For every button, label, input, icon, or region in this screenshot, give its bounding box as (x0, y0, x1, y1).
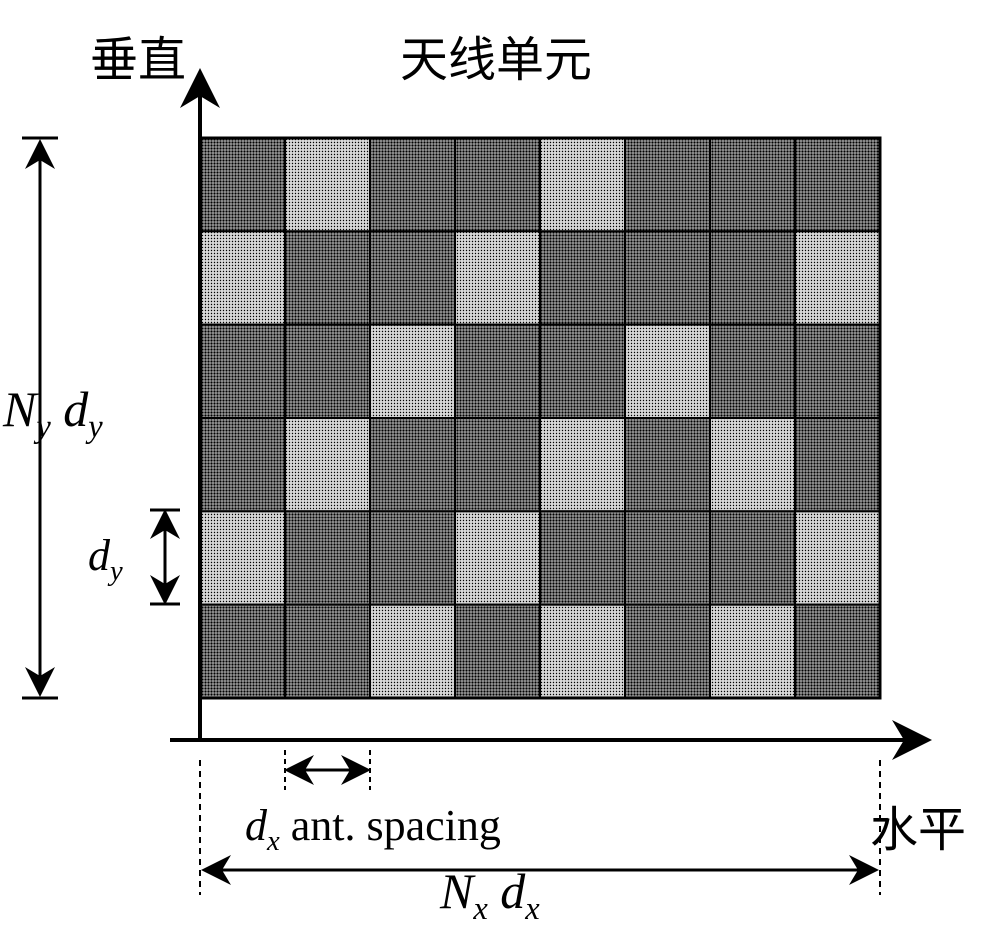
horizontal-axis-label: 水平 (870, 790, 966, 860)
grid-cell (455, 325, 540, 418)
grid-cell (710, 325, 795, 418)
grid-cell (625, 138, 710, 231)
grid-cell (455, 231, 540, 324)
grid-cell (710, 605, 795, 698)
grid-cell (370, 325, 455, 418)
grid-cell (540, 511, 625, 604)
grid-cell (710, 138, 795, 231)
grid-cell (625, 511, 710, 604)
grid-cell (285, 418, 370, 511)
grid-cell (200, 511, 285, 604)
grid-cell (285, 605, 370, 698)
grid-cell (540, 231, 625, 324)
ny-dy-label: Ny dy (3, 380, 103, 446)
grid-cell (455, 418, 540, 511)
grid-cell (200, 605, 285, 698)
grid-cell (370, 511, 455, 604)
diagram-container: { "labels": { "vertical_axis_cn": "垂直", … (0, 0, 987, 943)
grid-cell (285, 325, 370, 418)
grid-cell (285, 231, 370, 324)
dx-spacing-label: dx ant. spacing (245, 800, 501, 858)
grid-cell (540, 418, 625, 511)
grid-cell (370, 138, 455, 231)
grid-cell (540, 605, 625, 698)
grid-cell (795, 418, 880, 511)
vertical-axis-label: 垂直 (90, 20, 186, 90)
grid-cell (795, 138, 880, 231)
grid-cell (540, 138, 625, 231)
grid-cell (200, 325, 285, 418)
grid-cell (795, 605, 880, 698)
grid-cell (200, 231, 285, 324)
title-label: 天线单元 (400, 20, 592, 90)
grid-cell (455, 511, 540, 604)
grid-cell (455, 138, 540, 231)
grid-cell (795, 511, 880, 604)
grid-cell (625, 231, 710, 324)
grid-cell (710, 511, 795, 604)
grid-cell (710, 418, 795, 511)
grid-cell (795, 231, 880, 324)
grid-cell (370, 605, 455, 698)
grid-cell (625, 418, 710, 511)
grid-cell (370, 418, 455, 511)
grid-cell (625, 605, 710, 698)
grid-cell (285, 511, 370, 604)
grid-cell (370, 231, 455, 324)
grid-cell (795, 325, 880, 418)
grid-cell (455, 605, 540, 698)
grid-cell (200, 418, 285, 511)
nx-dx-label: Nx dx (440, 862, 540, 928)
grid-cell (200, 138, 285, 231)
grid-cell (285, 138, 370, 231)
dy-label: dy (88, 530, 123, 588)
grid-cell (625, 325, 710, 418)
grid-cell (710, 231, 795, 324)
grid-cell (540, 325, 625, 418)
